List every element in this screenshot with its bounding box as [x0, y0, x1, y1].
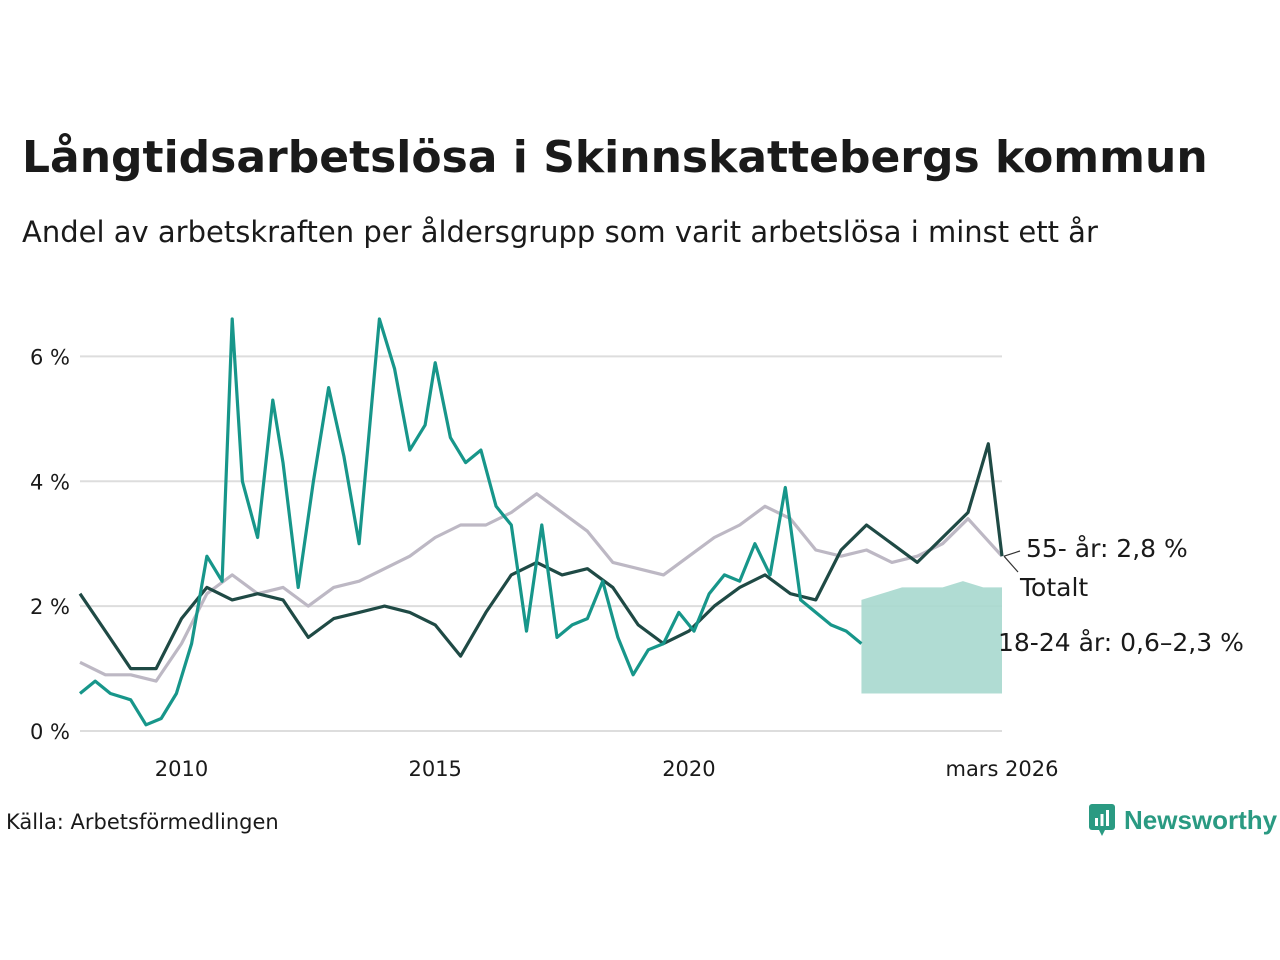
source-note: Källa: Arbetsförmedlingen: [6, 810, 279, 834]
chart-title: Långtidsarbetslösa i Skinnskattebergs ko…: [22, 132, 1208, 183]
total-series-line: [78, 442, 1004, 671]
series-labels: 55- år: 2,8 % Totalt 18-24 år: 0,6–2,3 %: [998, 534, 1244, 657]
total-series-label: Totalt: [1019, 573, 1088, 602]
y-tick-label: 2 %: [30, 595, 70, 619]
x-tick-label: 2010: [155, 757, 208, 781]
youth-series-label: 18-24 år: 0,6–2,3 %: [998, 628, 1244, 657]
band-layer: [861, 581, 1002, 694]
total-label-leader: [1003, 555, 1019, 573]
newsworthy-logo[interactable]: Newsworthy: [1088, 803, 1277, 837]
x-tick-label: mars 2026: [945, 757, 1058, 781]
x-tick-label: 2020: [662, 757, 715, 781]
y-tick-label: 6 %: [30, 345, 70, 369]
y-tick-label: 0 %: [30, 720, 70, 744]
x-axis-ticks: 2010 2015 2020 mars 2026: [155, 757, 1059, 781]
newsworthy-logo-icon: [1089, 804, 1115, 836]
x-tick-label: 2015: [408, 757, 461, 781]
newsworthy-logo-text: Newsworthy: [1124, 804, 1278, 835]
senior-series-label: 55- år: 2,8 %: [1026, 534, 1188, 563]
senior-label-leader: [1003, 550, 1021, 557]
series-lines: [78, 317, 1004, 727]
y-tick-label: 4 %: [30, 470, 70, 494]
senior-series-line: [79, 492, 1004, 683]
y-axis-ticks: 0 % 2 % 4 % 6 %: [30, 345, 70, 744]
chart-subtitle: Andel av arbetskraften per åldersgrupp s…: [22, 215, 1098, 249]
youth-series-line: [78, 317, 863, 727]
youth-range-band: [861, 581, 1002, 694]
